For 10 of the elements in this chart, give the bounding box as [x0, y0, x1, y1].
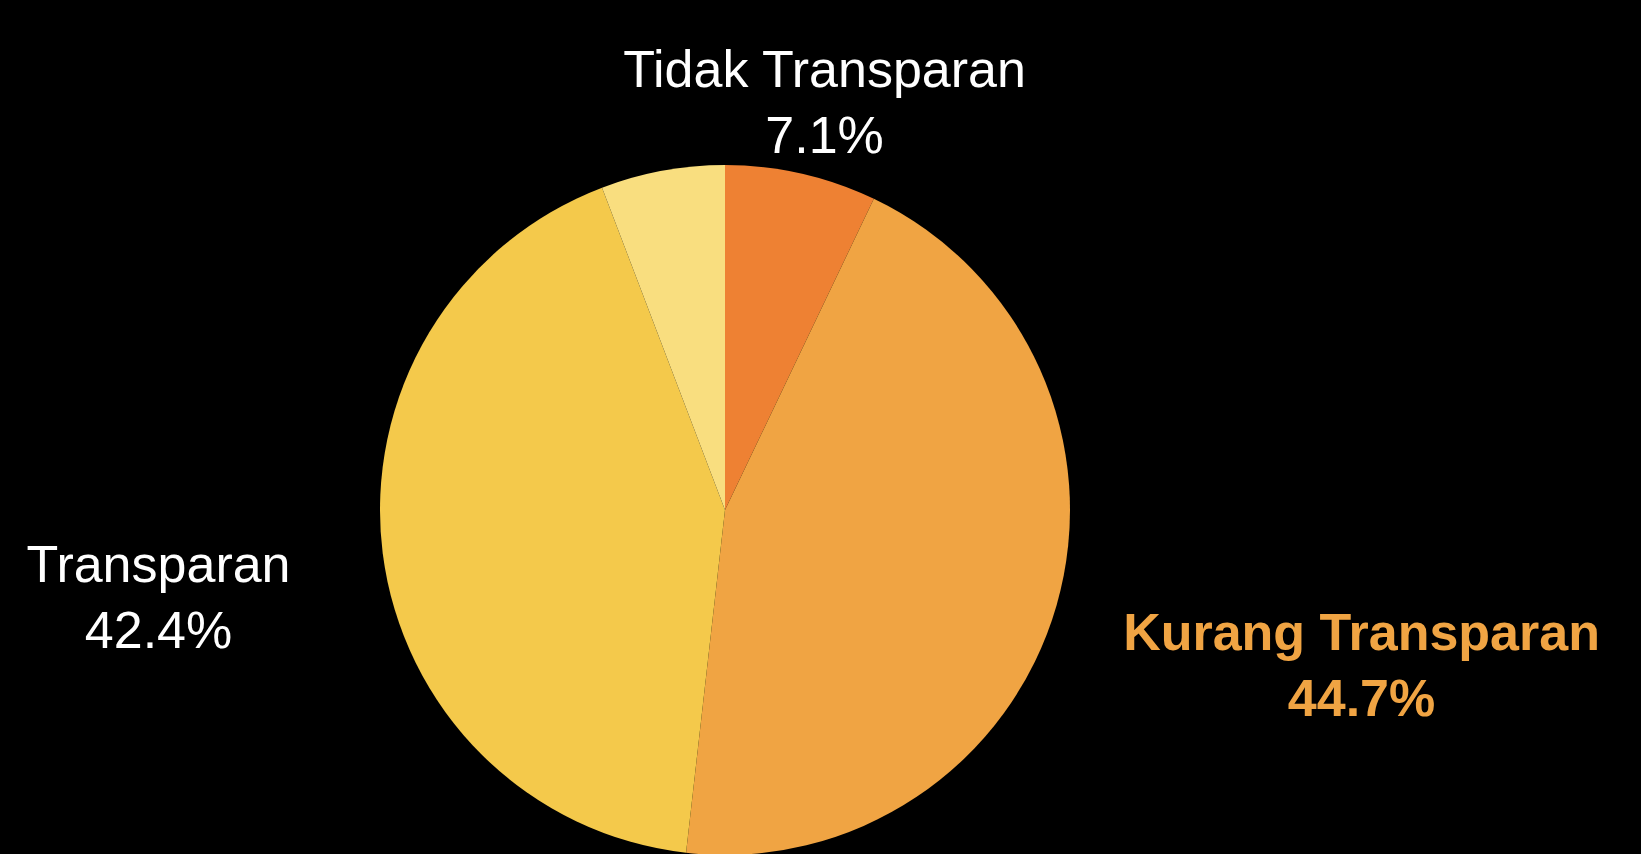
slice-label: Tidak Transparan [623, 40, 1026, 99]
data-label: 44.7% [1287, 669, 1436, 728]
pie-slice [380, 187, 725, 853]
pie-slice [602, 165, 725, 510]
pie-slice [725, 165, 874, 510]
data-label: 42.4% [84, 601, 233, 660]
slice-label: Transparan [26, 535, 291, 594]
data-label: 7.1% [765, 106, 884, 165]
pie-slice [686, 198, 1070, 854]
slice-label: Kurang Transparan [1123, 603, 1600, 662]
